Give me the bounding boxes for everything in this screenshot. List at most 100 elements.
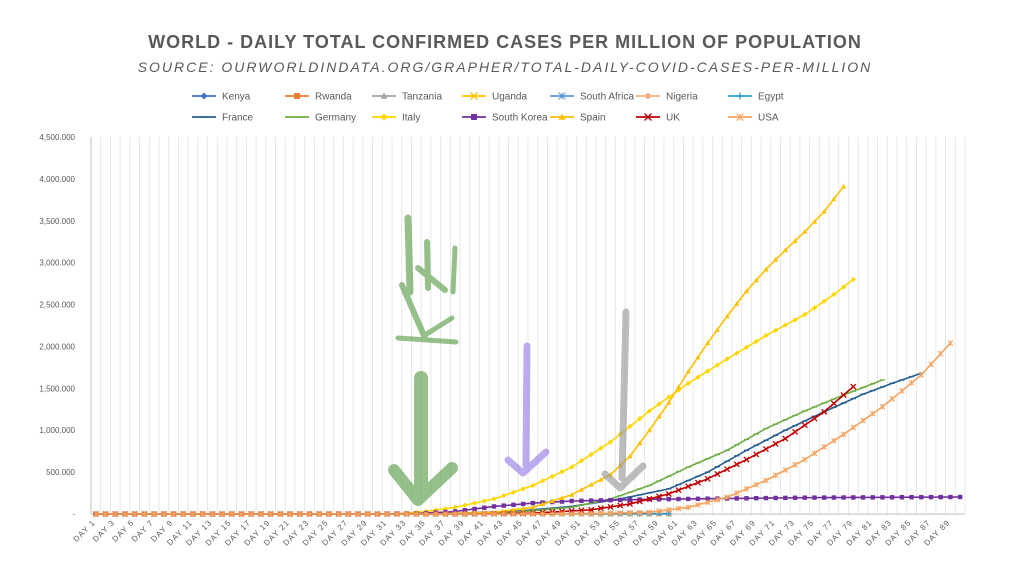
data-point-south-korea xyxy=(754,495,759,501)
data-point-south-korea xyxy=(841,495,846,500)
data-point-uk xyxy=(685,483,692,490)
data-point-spain xyxy=(734,301,740,306)
data-point-south-korea xyxy=(812,495,817,500)
data-point-uk xyxy=(626,500,634,508)
data-point-south-korea xyxy=(851,495,856,500)
y-tick-label: 2,000.000 xyxy=(39,342,75,351)
data-point-usa xyxy=(345,511,352,517)
legend-item-egypt[interactable]: Egypt xyxy=(728,92,784,103)
legend-item-tanzania[interactable]: Tanzania xyxy=(372,92,442,103)
data-point-usa xyxy=(539,510,546,517)
legend-item-italy[interactable]: Italy xyxy=(372,113,420,124)
data-point-usa xyxy=(568,510,575,517)
data-point-italy xyxy=(753,338,759,345)
data-point-italy xyxy=(588,451,594,458)
data-point-spain xyxy=(782,247,788,253)
legend-item-kenya[interactable]: Kenya xyxy=(192,92,251,103)
series-line-italy xyxy=(95,278,854,515)
data-point-spain xyxy=(821,208,827,214)
legend-item-nigeria[interactable]: Nigeria xyxy=(636,92,698,103)
legend-item-germany[interactable]: Germany xyxy=(285,113,356,124)
data-point-usa xyxy=(228,511,235,517)
data-point-italy xyxy=(782,322,788,328)
data-point-usa xyxy=(685,504,692,511)
data-point-usa xyxy=(753,481,760,488)
green-kenya-annotation xyxy=(388,214,459,506)
data-point-south-korea xyxy=(831,495,837,500)
data-point-south-korea xyxy=(501,503,506,508)
data-point-uk xyxy=(850,383,857,390)
data-point-south-korea xyxy=(608,497,613,503)
data-point-spain xyxy=(530,504,536,510)
legend-marker xyxy=(558,92,566,100)
data-point-spain xyxy=(792,238,798,243)
data-point-spain xyxy=(588,482,594,487)
data-point-spain xyxy=(763,266,769,272)
legend-item-france[interactable]: France xyxy=(192,113,254,124)
data-point-south-korea xyxy=(579,498,584,504)
data-point-uk xyxy=(568,507,575,514)
legend-item-south-africa[interactable]: South Africa xyxy=(550,92,634,103)
legend-marker xyxy=(471,114,477,120)
data-point-usa xyxy=(850,424,857,431)
series-usa xyxy=(92,340,954,517)
legend-marker xyxy=(294,93,300,99)
data-point-south-korea xyxy=(783,495,788,501)
data-point-usa xyxy=(549,510,556,517)
legend-label: Kenya xyxy=(222,92,251,103)
y-tick-label: 2,500.000 xyxy=(39,301,75,310)
data-point-usa xyxy=(170,511,177,517)
data-point-usa xyxy=(889,395,896,402)
legend-marker xyxy=(200,92,208,100)
data-point-uk xyxy=(665,490,672,497)
data-point-usa xyxy=(743,485,750,492)
data-point-usa xyxy=(918,371,925,378)
data-point-italy xyxy=(510,489,517,495)
legend-marker xyxy=(558,113,566,120)
data-point-usa xyxy=(694,501,701,508)
data-point-spain xyxy=(549,498,555,504)
data-point-spain xyxy=(666,399,672,405)
data-point-italy xyxy=(530,482,536,489)
data-point-uk xyxy=(772,440,779,447)
y-tick-label: 3,000.000 xyxy=(39,259,75,268)
data-point-south-korea xyxy=(472,506,477,512)
data-point-uk xyxy=(733,461,740,468)
data-point-uk xyxy=(840,391,847,399)
legend-item-south-korea[interactable]: South Korea xyxy=(462,113,548,124)
data-point-south-korea xyxy=(520,501,526,507)
legend-item-uk[interactable]: UK xyxy=(636,113,680,124)
data-point-usa xyxy=(627,509,633,516)
data-point-usa xyxy=(617,509,624,516)
data-point-south-korea xyxy=(598,498,604,503)
data-point-uk xyxy=(694,479,702,486)
data-point-usa xyxy=(92,511,99,517)
legend-label: Spain xyxy=(580,113,606,124)
data-point-south-korea xyxy=(909,494,914,500)
data-point-usa xyxy=(830,437,837,444)
data-point-usa xyxy=(316,511,323,517)
data-point-south-korea xyxy=(792,495,798,500)
legend-item-rwanda[interactable]: Rwanda xyxy=(285,92,352,103)
data-point-usa xyxy=(151,511,158,517)
legend-item-spain[interactable]: Spain xyxy=(550,113,606,124)
data-point-spain xyxy=(627,453,633,459)
data-point-italy xyxy=(802,312,808,318)
data-point-usa xyxy=(520,510,527,517)
legend-item-usa[interactable]: USA xyxy=(728,113,779,124)
data-point-usa xyxy=(840,431,847,438)
data-point-usa xyxy=(267,511,274,517)
data-point-usa xyxy=(928,361,934,368)
data-point-italy xyxy=(559,469,565,475)
y-tick-label: 4,000.000 xyxy=(39,175,75,184)
data-point-italy xyxy=(442,506,449,512)
legend-item-uganda[interactable]: Uganda xyxy=(462,92,527,103)
data-point-usa xyxy=(792,461,799,468)
data-point-south-korea xyxy=(948,494,953,500)
data-point-spain xyxy=(569,492,575,497)
data-point-south-korea xyxy=(928,494,934,500)
y-tick-label: 4,500.000 xyxy=(39,133,75,142)
data-point-uk xyxy=(830,400,837,407)
data-point-usa xyxy=(219,511,226,517)
